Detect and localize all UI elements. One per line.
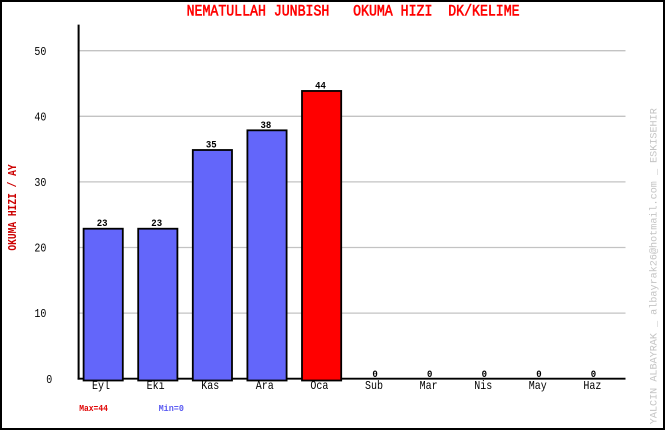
svg-text:23: 23 bbox=[97, 218, 108, 230]
svg-text:Min=0: Min=0 bbox=[159, 403, 184, 414]
svg-text:0: 0 bbox=[46, 374, 52, 387]
svg-text:10: 10 bbox=[34, 308, 46, 321]
svg-text:Oca: Oca bbox=[310, 380, 328, 393]
svg-text:Eki: Eki bbox=[147, 380, 165, 393]
svg-text:Haz: Haz bbox=[583, 380, 601, 393]
svg-text:0: 0 bbox=[591, 368, 597, 380]
svg-text:Ara: Ara bbox=[256, 380, 274, 393]
svg-text:0: 0 bbox=[482, 368, 488, 380]
svg-text:50: 50 bbox=[34, 46, 46, 59]
svg-text:40: 40 bbox=[34, 112, 46, 125]
svg-text:Max=44: Max=44 bbox=[79, 403, 108, 414]
svg-text:YALCIN ALBAYRAK _ albayrak26@h: YALCIN ALBAYRAK _ albayrak26@hotmail.com… bbox=[649, 108, 661, 424]
svg-text:30: 30 bbox=[34, 177, 46, 190]
svg-text:0: 0 bbox=[427, 368, 433, 380]
svg-text:20: 20 bbox=[34, 243, 46, 256]
svg-text:Eyl: Eyl bbox=[92, 380, 110, 393]
svg-text:NEMATULLAH JUNBISH OKUMA HIZ: NEMATULLAH JUNBISH OKUMA HIZI DK/KELIME bbox=[187, 4, 520, 21]
svg-text:May: May bbox=[529, 380, 547, 393]
svg-text:Sub: Sub bbox=[365, 380, 383, 393]
svg-text:38: 38 bbox=[261, 119, 272, 131]
svg-text:0: 0 bbox=[372, 368, 378, 380]
svg-text:Mar: Mar bbox=[420, 380, 438, 393]
svg-text:0: 0 bbox=[536, 368, 542, 380]
svg-text:Nis: Nis bbox=[474, 380, 492, 393]
svg-text:44: 44 bbox=[315, 80, 326, 92]
svg-text:23: 23 bbox=[151, 218, 162, 230]
svg-text:OKUMA HIZI / AY: OKUMA HIZI / AY bbox=[7, 164, 20, 251]
svg-text:Kas: Kas bbox=[201, 380, 219, 393]
svg-text:35: 35 bbox=[206, 139, 217, 151]
